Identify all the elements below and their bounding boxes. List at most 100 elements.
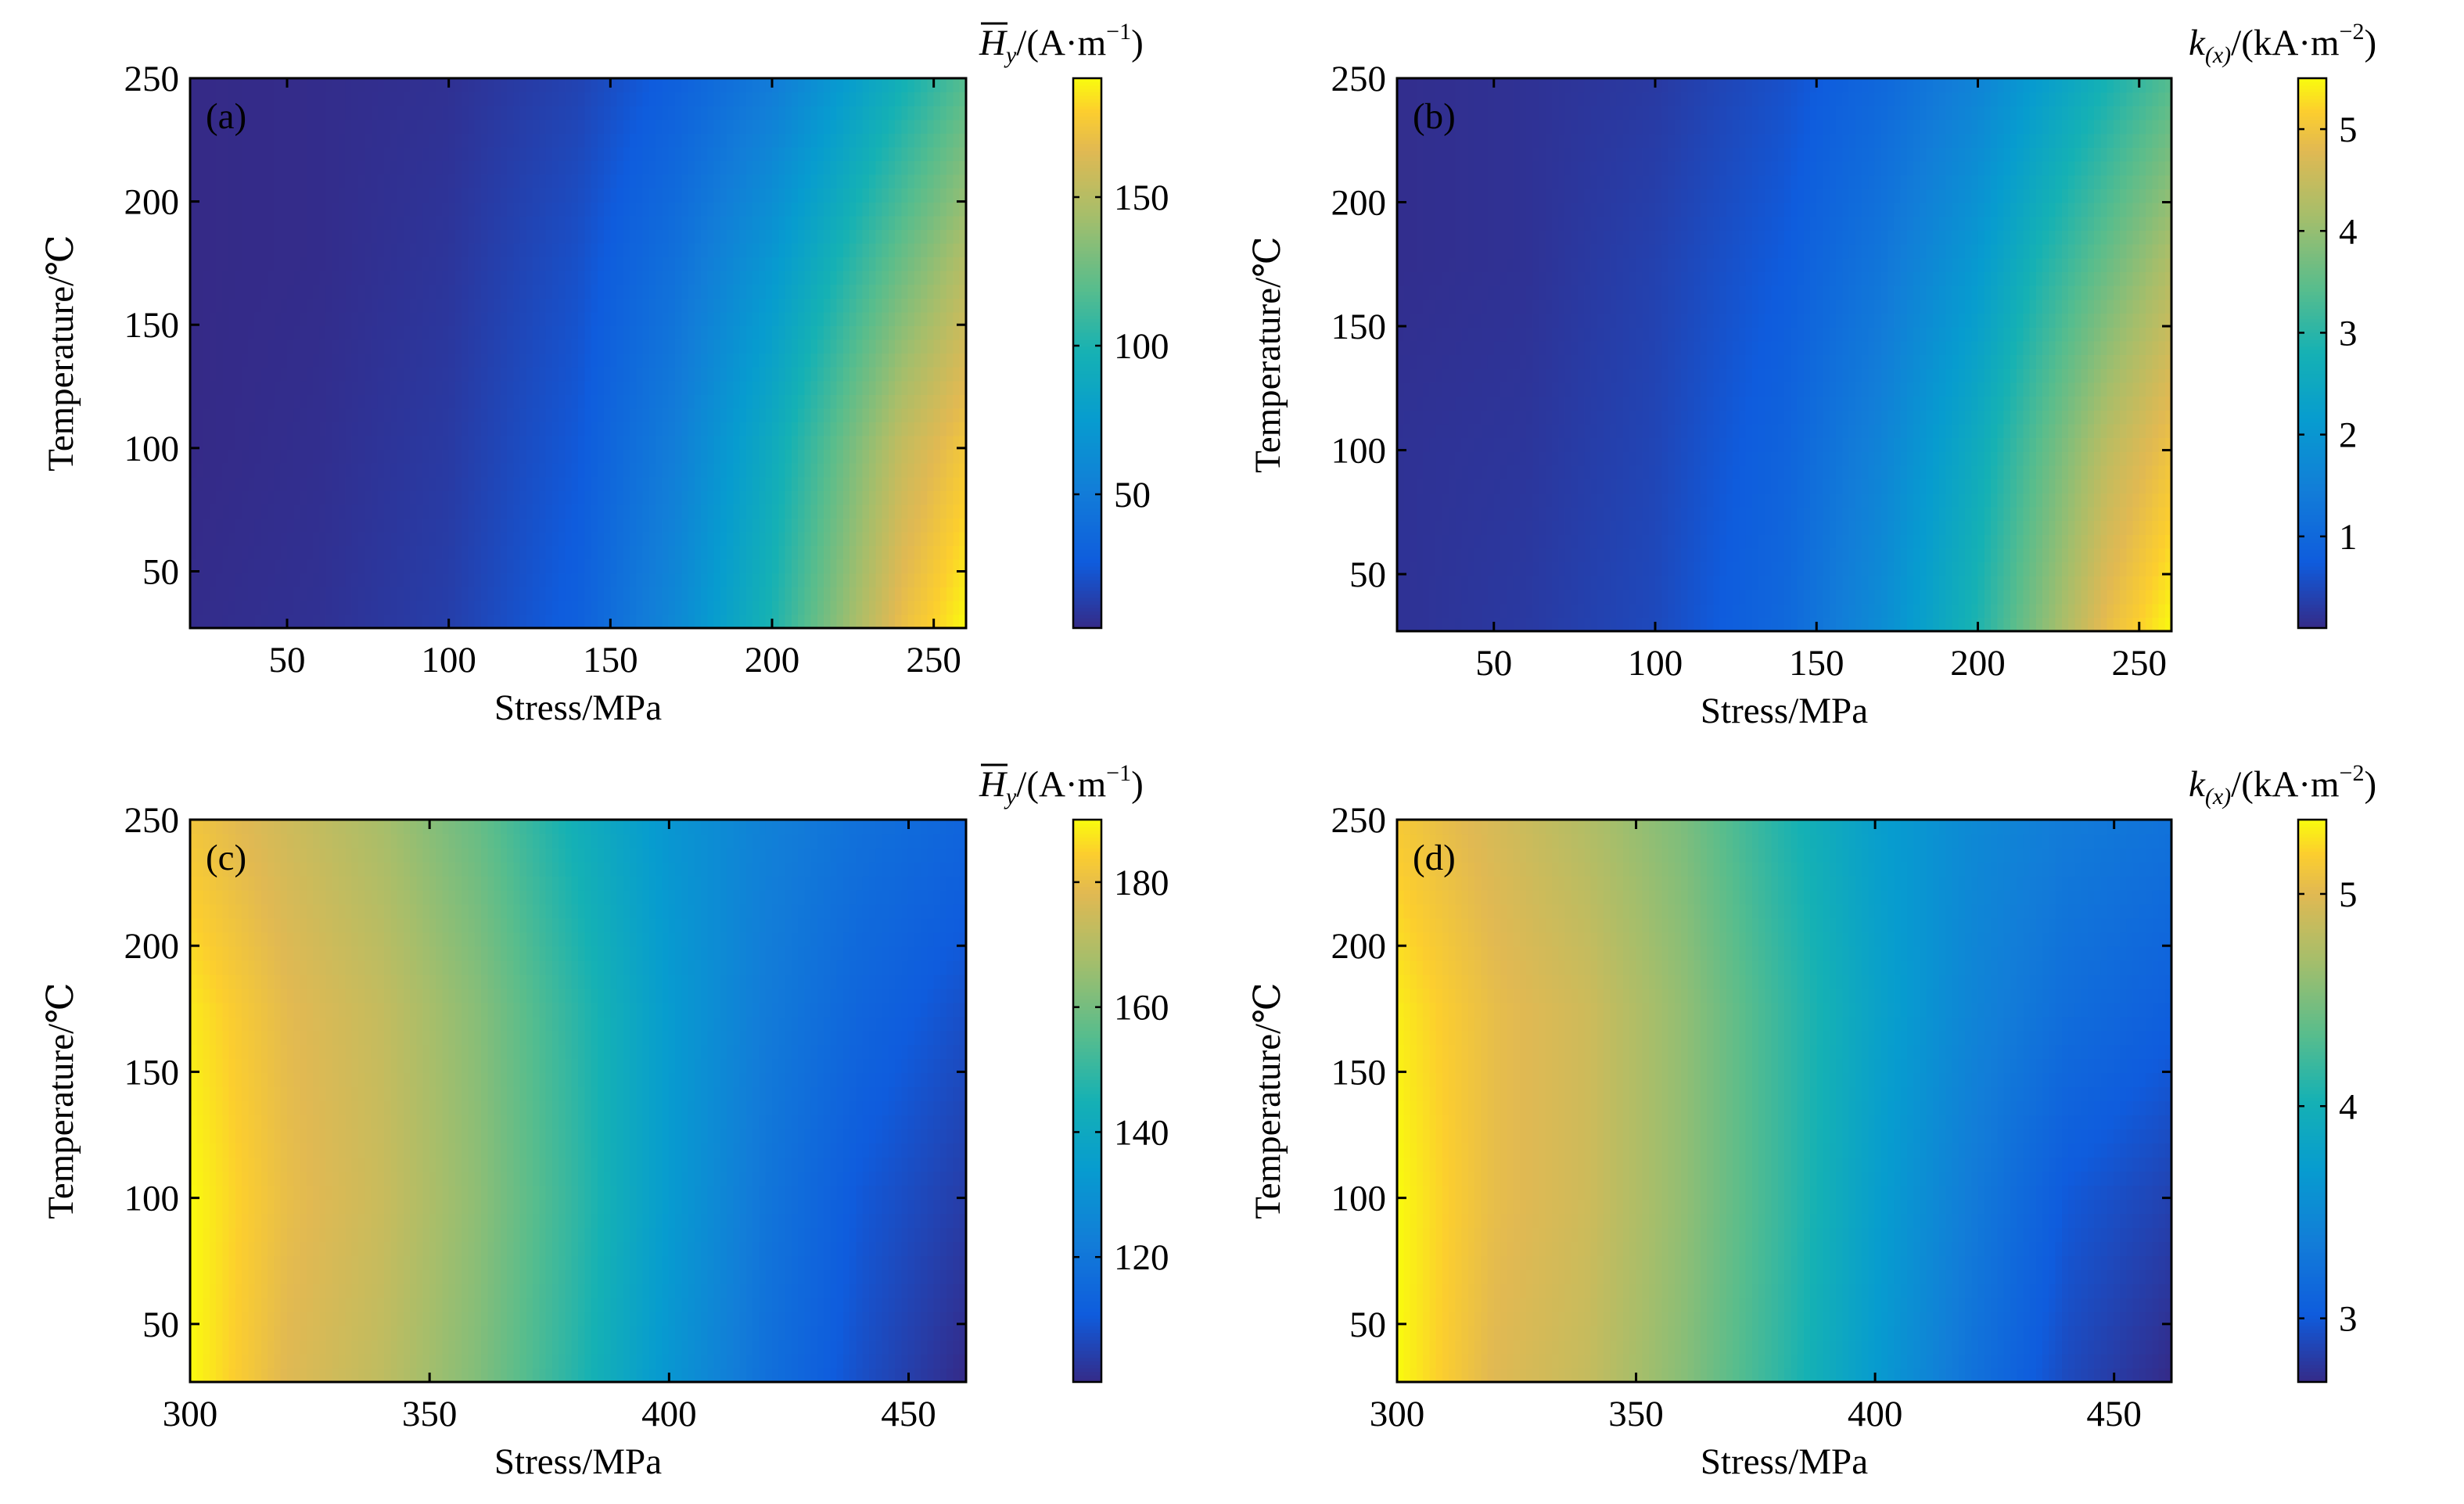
heatmap-cell <box>798 229 805 244</box>
heatmap-cell <box>623 119 630 134</box>
heatmap-cell <box>313 311 320 326</box>
heatmap-cell <box>474 449 482 464</box>
heatmap-cell <box>403 353 411 368</box>
heatmap-cell <box>306 600 314 616</box>
heatmap-cell <box>306 422 314 436</box>
heatmap-cell <box>397 339 404 354</box>
heatmap-cell <box>403 614 411 629</box>
heatmap-cell <box>765 353 773 368</box>
heatmap-cell <box>325 504 333 519</box>
heatmap-cell <box>403 587 411 601</box>
heatmap-cell <box>357 394 365 409</box>
heatmap-cell <box>300 119 307 134</box>
heatmap-cell <box>416 559 424 574</box>
heatmap-cell <box>656 119 663 134</box>
heatmap-cell <box>462 435 469 450</box>
heatmap-cell <box>390 188 398 203</box>
heatmap-cell <box>662 229 670 244</box>
heatmap-cell <box>817 476 824 491</box>
heatmap-cell <box>533 311 540 326</box>
heatmap-cell <box>442 490 450 505</box>
heatmap-cell <box>798 490 805 505</box>
heatmap-cell <box>707 559 715 574</box>
heatmap-cell <box>578 284 585 299</box>
heatmap-cell <box>862 242 870 258</box>
heatmap-cell <box>727 490 734 505</box>
heatmap-cell <box>604 311 611 326</box>
heatmap-cell <box>694 174 702 189</box>
heatmap-cell <box>656 435 663 450</box>
heatmap-cell <box>662 587 670 601</box>
heatmap-cell <box>849 504 857 519</box>
heatmap-cell <box>901 311 909 326</box>
heatmap-cell <box>526 298 533 313</box>
heatmap-cell <box>778 133 786 148</box>
heatmap-cell <box>254 394 262 409</box>
heatmap-cell <box>785 229 792 244</box>
heatmap-cell <box>422 407 430 422</box>
heatmap-cell <box>733 229 741 244</box>
heatmap-cell <box>610 587 618 601</box>
heatmap-cell <box>895 407 902 422</box>
heatmap-cell <box>914 587 921 601</box>
heatmap-cell <box>422 160 430 175</box>
heatmap-cell <box>713 257 721 271</box>
heatmap-cell <box>565 339 573 354</box>
heatmap-cell <box>513 298 521 313</box>
heatmap-cell <box>681 311 689 326</box>
heatmap-cell <box>713 573 721 587</box>
heatmap-cell <box>959 78 967 93</box>
heatmap-cell <box>436 325 443 340</box>
heatmap-cell <box>623 284 630 299</box>
heatmap-cell <box>384 133 391 148</box>
heatmap-cell <box>791 587 799 601</box>
heatmap-cell <box>842 202 850 217</box>
heatmap-cells <box>190 78 967 629</box>
heatmap-cell <box>817 380 824 395</box>
heatmap-cell <box>384 380 391 395</box>
heatmap-cell <box>448 394 456 409</box>
heatmap-cell <box>345 298 353 313</box>
heatmap-cell <box>752 188 760 203</box>
heatmap-cell <box>939 573 947 587</box>
heatmap-cell <box>630 518 637 533</box>
heatmap-cell <box>745 531 753 547</box>
heatmap-cell <box>675 353 682 368</box>
heatmap-cell <box>474 146 482 162</box>
heatmap-cell <box>300 271 307 285</box>
heatmap-cell <box>759 106 767 120</box>
heatmap-cell <box>222 490 230 505</box>
heatmap-cell <box>830 174 838 189</box>
colorbar-segment <box>1073 232 1101 237</box>
heatmap-cell <box>533 545 540 560</box>
heatmap-cell <box>416 188 424 203</box>
heatmap-cell <box>610 531 618 547</box>
heatmap-cell <box>228 587 236 601</box>
heatmap-cell <box>422 146 430 162</box>
heatmap-cell <box>597 435 605 450</box>
heatmap-cell <box>933 573 941 587</box>
heatmap-cell <box>901 119 909 134</box>
heatmap-cell <box>907 504 915 519</box>
heatmap-cell <box>513 545 521 560</box>
heatmap-cell <box>403 202 411 217</box>
heatmap-cell <box>727 518 734 533</box>
heatmap-cell <box>228 367 236 382</box>
heatmap-cell <box>235 174 242 189</box>
heatmap-cell <box>688 106 695 120</box>
heatmap-cell <box>772 407 779 422</box>
heatmap-cell <box>701 573 708 587</box>
heatmap-cell <box>551 435 559 450</box>
heatmap-cell <box>539 531 547 547</box>
heatmap-cell <box>306 339 314 354</box>
heatmap-cell <box>836 174 844 189</box>
heatmap-cell <box>791 394 799 409</box>
heatmap-cell <box>487 311 495 326</box>
heatmap-cell <box>533 504 540 519</box>
heatmap-cell <box>410 160 417 175</box>
heatmap-cell <box>648 311 656 326</box>
heatmap-cell <box>526 339 533 354</box>
heatmap-cell <box>216 422 223 436</box>
heatmap-cell <box>429 202 436 217</box>
heatmap-cell <box>882 271 889 285</box>
